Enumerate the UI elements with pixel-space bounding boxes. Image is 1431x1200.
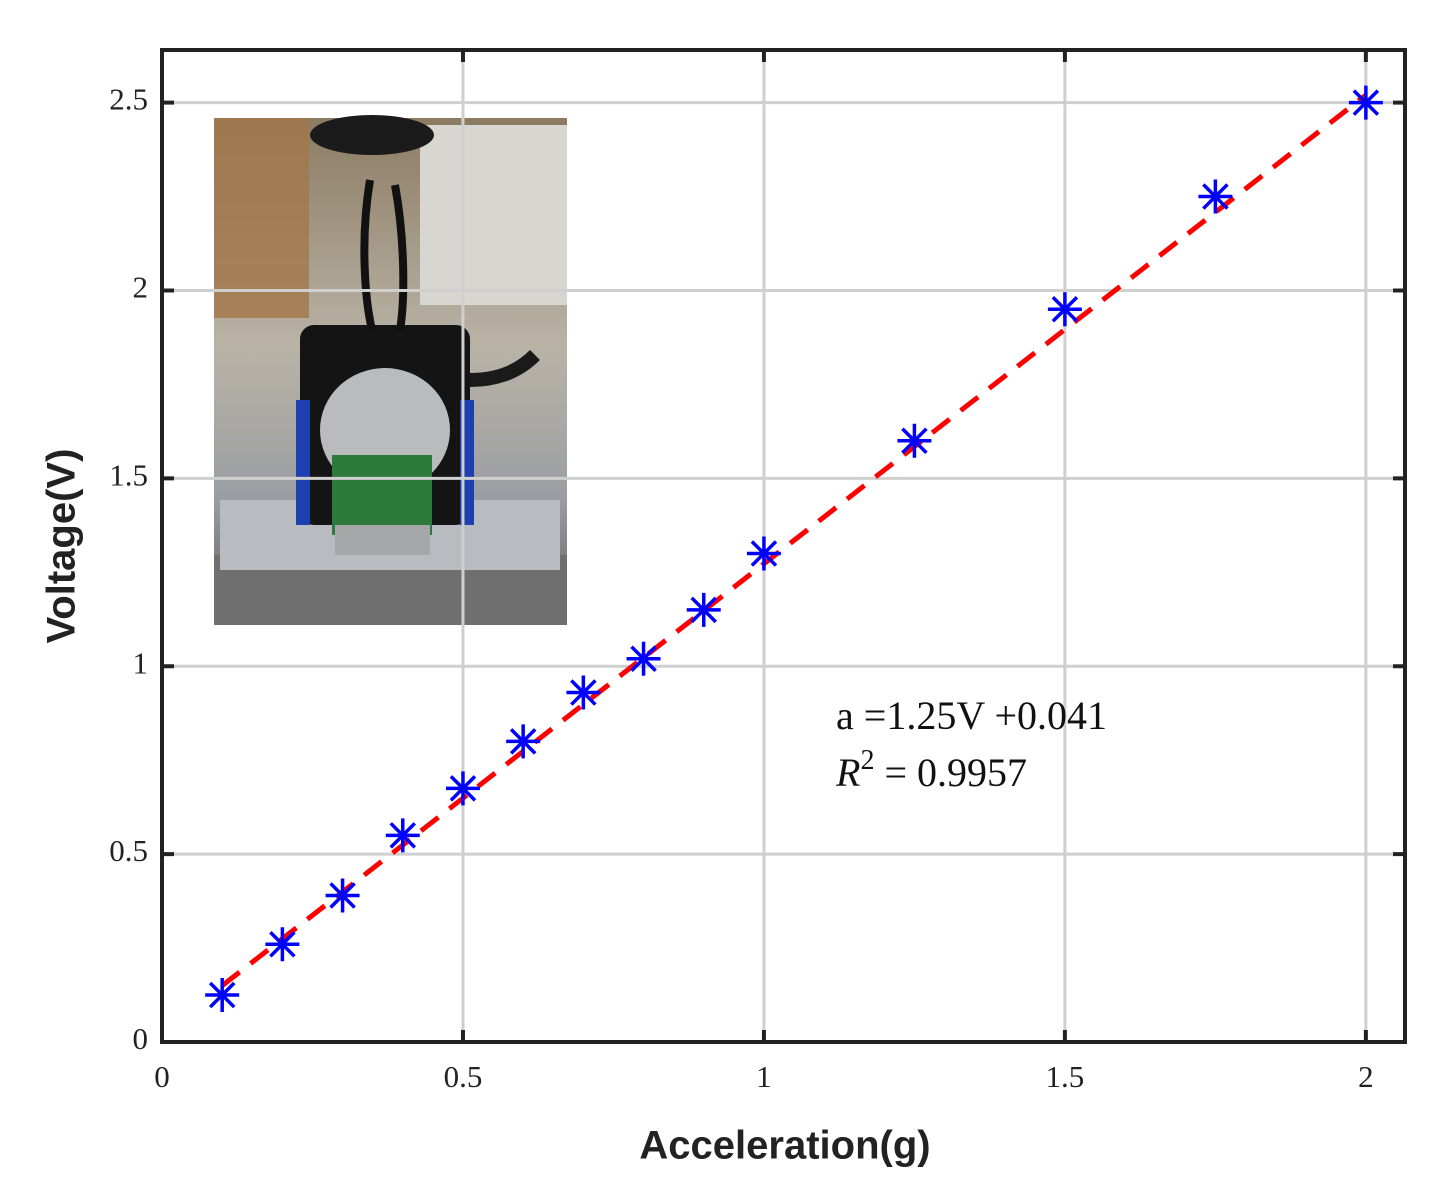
r-value: = 0.9957 xyxy=(884,750,1027,795)
ticks: 0 0.5 1 1.5 2 0 0.5 1 1.5 2 2.5 xyxy=(109,50,1405,1094)
y-axis-label: Voltage(V) xyxy=(40,449,84,644)
fit-equation: a =1.25V +0.041 xyxy=(836,693,1107,738)
x-tick-label: 0 xyxy=(154,1059,170,1094)
x-tick-label: 2 xyxy=(1358,1059,1374,1094)
data-point xyxy=(385,818,420,853)
data-point xyxy=(626,641,661,676)
data-point xyxy=(1198,179,1233,214)
y-tick-label: 2 xyxy=(133,270,149,305)
x-tick-label: 1.5 xyxy=(1046,1059,1085,1094)
x-axis-label: Acceleration(g) xyxy=(639,1124,930,1168)
axes-box xyxy=(160,48,1407,1044)
data-point xyxy=(205,978,240,1013)
r-symbol: R xyxy=(835,750,860,795)
y-tick-label: 0.5 xyxy=(109,833,148,868)
data-point xyxy=(506,724,541,759)
x-tick-label: 0.5 xyxy=(444,1059,483,1094)
fit-line xyxy=(220,93,1368,988)
r-exponent: 2 xyxy=(860,745,874,776)
plot-marks xyxy=(205,85,1383,1013)
x-tick-label: 1 xyxy=(756,1059,772,1094)
data-point xyxy=(1348,85,1383,120)
data-point xyxy=(265,927,300,962)
y-tick-label: 1.5 xyxy=(109,457,148,492)
data-point xyxy=(746,536,781,571)
data-point xyxy=(445,771,480,806)
y-tick-label: 1 xyxy=(133,645,149,680)
data-point xyxy=(686,592,721,627)
y-tick-label: 2.5 xyxy=(109,82,148,117)
y-tick-label: 0 xyxy=(133,1021,149,1056)
inset-photo xyxy=(214,115,567,625)
data-point xyxy=(897,423,932,458)
data-point xyxy=(566,675,601,710)
r-squared: R2 = 0.9957 xyxy=(835,745,1027,795)
data-point xyxy=(1047,292,1082,327)
data-point xyxy=(325,878,360,913)
